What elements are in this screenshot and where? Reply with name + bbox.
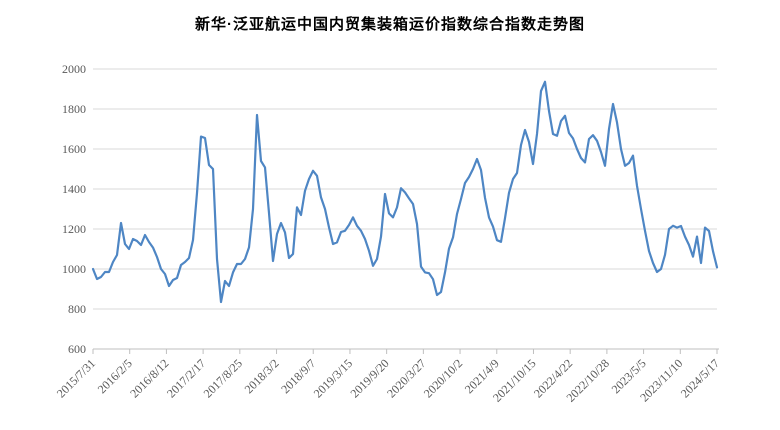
x-axis-label: 2024/5/17 (678, 356, 722, 400)
y-axis-label: 1000 (62, 262, 86, 276)
x-axis-label: 2017/2/17 (164, 356, 208, 400)
y-axis-label: 1200 (62, 222, 86, 236)
x-axis-label: 2020/3/27 (384, 356, 428, 400)
x-axis-label: 2019/9/20 (347, 356, 391, 400)
y-axis-label: 1600 (62, 142, 86, 156)
y-axis-label: 2000 (62, 62, 86, 76)
x-axis-label: 2018/3/2 (242, 356, 282, 396)
index-series-line (91, 80, 719, 304)
x-axis-label: 2019/3/15 (311, 356, 355, 400)
x-axis-label: 2017/8/25 (201, 356, 245, 400)
chart-title: 新华·泛亚航运中国内贸集装箱运价指数综合指数走势图 (195, 16, 585, 33)
x-axis-label: 2020/10/2 (421, 356, 465, 400)
y-axis-label: 1400 (62, 182, 86, 196)
y-axis-label: 600 (68, 342, 86, 356)
x-axis-label: 2015/7/31 (54, 356, 98, 400)
y-axis-label: 800 (68, 302, 86, 316)
x-axis-label: 2016/8/12 (127, 356, 171, 400)
y-axis-label: 1800 (62, 102, 86, 116)
